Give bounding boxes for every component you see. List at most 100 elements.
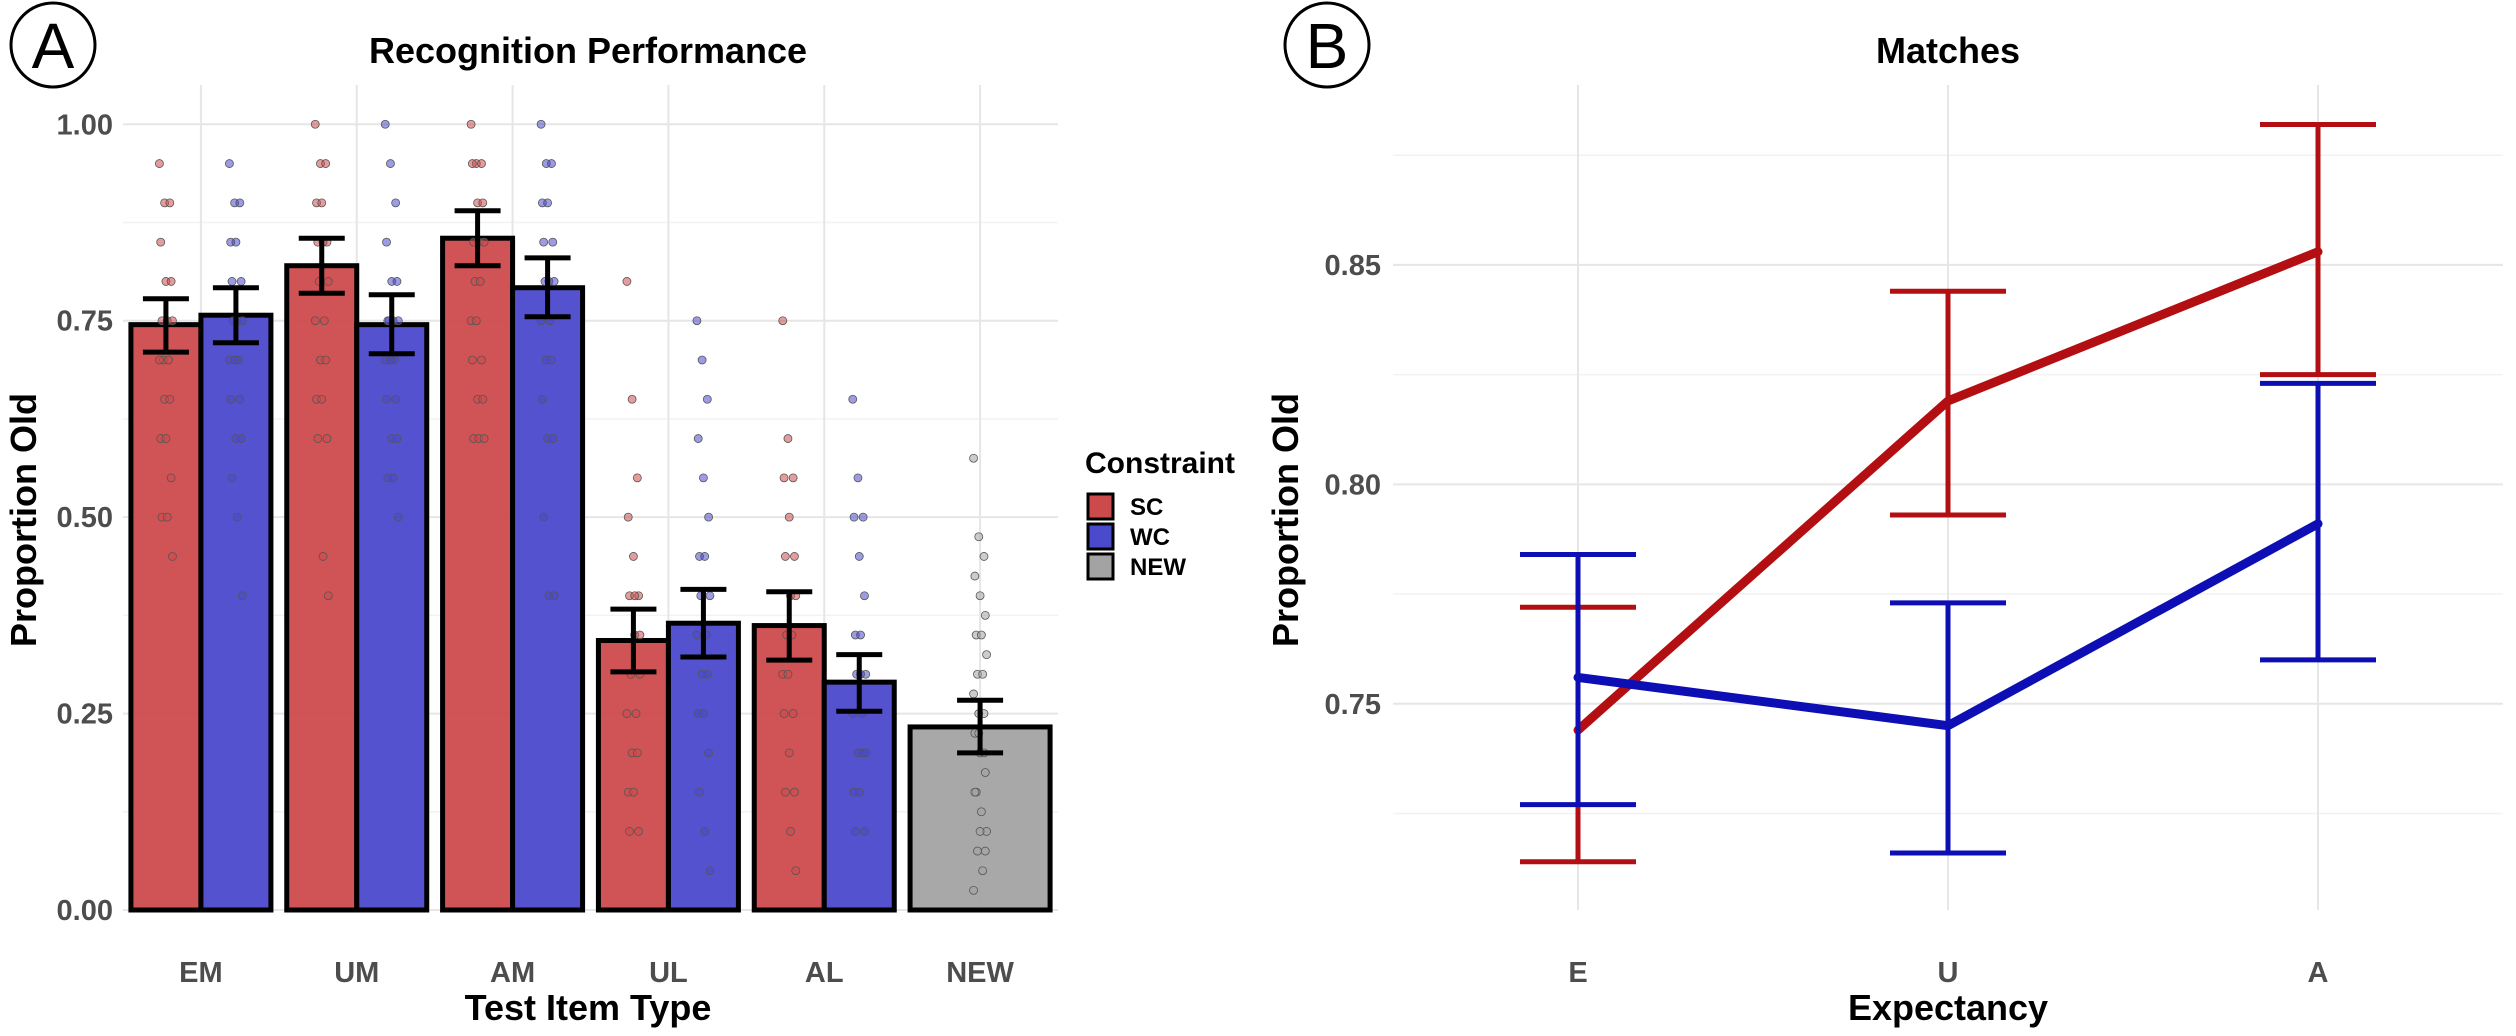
point-sc-um <box>321 355 331 365</box>
panel-a-y-tick-label: 0.00 <box>57 895 113 927</box>
point-new-new <box>980 610 990 620</box>
point-wc-em <box>238 591 247 601</box>
point-sc-am <box>467 355 477 365</box>
point-new-new <box>975 591 985 601</box>
point-wc-ul <box>700 552 710 561</box>
point-new-new <box>970 571 980 581</box>
point-wc-em <box>235 394 245 404</box>
bar-sc-am <box>440 235 516 913</box>
point-sc-al <box>780 552 790 561</box>
point-wc-al <box>861 748 871 758</box>
point-sc-ul <box>622 277 632 286</box>
point-sc-um <box>323 591 333 601</box>
panel-b: 0.75 0.80 0.85 E U A B Matches Expectancy Pr… <box>1265 1 2503 1028</box>
legend-label-sc: SC <box>1130 494 1163 521</box>
point-sc-em <box>168 552 177 561</box>
point-sc-al <box>788 473 798 483</box>
point-new-new <box>973 846 982 856</box>
point-new-new <box>978 866 988 876</box>
point-wc-am <box>549 591 559 601</box>
point-wc-um <box>388 473 398 483</box>
point-sc-am <box>475 277 485 286</box>
line-wc <box>1573 519 2323 731</box>
panel-a-ylabel: Proportion Old <box>3 393 44 647</box>
point-wc-ul <box>693 434 703 443</box>
point-wc-em <box>225 159 234 168</box>
panel-a-x-tick-label: UM <box>334 957 379 989</box>
panel-b-y-tick-label: 0.75 <box>1325 689 1381 721</box>
point-wc-em <box>227 277 237 286</box>
point-sc-am <box>477 159 486 168</box>
point-wc-um <box>391 198 401 208</box>
point-sc-em <box>165 394 175 404</box>
point-wc-ul <box>692 316 702 326</box>
point-new-new <box>979 552 989 561</box>
point-wc-em <box>232 512 242 522</box>
point-sc-um <box>317 198 327 208</box>
point-wc-am <box>547 355 556 365</box>
panel-b-x-tick-label: E <box>1568 957 1587 989</box>
bar-wc-em <box>198 312 274 913</box>
panel-a-x-tick-label: EM <box>179 957 223 989</box>
point-wc-am <box>548 237 558 247</box>
point-wc-al <box>849 512 859 522</box>
point-wc-um <box>392 277 402 286</box>
panel-a-y-tick-label: 0.50 <box>57 502 113 534</box>
point-wc-am <box>539 512 549 522</box>
panel-a-x-tick-label: AM <box>490 957 535 989</box>
point-sc-am <box>479 434 489 443</box>
panel-a-title: Recognition Performance <box>369 30 807 71</box>
legend-swatch-sc <box>1086 492 1115 521</box>
panel-a-y-ticks: 0.00 0.25 0.50 0.75 1.00 <box>57 109 113 927</box>
point-wc-um <box>391 394 401 404</box>
point-wc-um <box>386 159 395 168</box>
series-wc <box>1520 380 2376 856</box>
bar-sc-em <box>128 322 204 913</box>
bar-sc-al <box>751 623 827 913</box>
point-wc-am <box>537 394 547 404</box>
point-sc-al <box>788 709 798 718</box>
point-sc-em <box>166 473 176 483</box>
point-sc-al <box>779 473 789 483</box>
point-new-new <box>976 807 986 817</box>
point-wc-em <box>227 473 237 483</box>
point-new-new <box>980 846 990 856</box>
point-sc-al <box>783 434 793 443</box>
point-wc-em <box>230 355 240 365</box>
point-sc-em <box>168 316 177 326</box>
point-sc-am <box>467 159 477 168</box>
point-sc-um <box>321 159 331 168</box>
point-wc-ul <box>699 473 708 483</box>
panel-b-x-tick-label: U <box>1938 957 1959 989</box>
panel-a-x-tick-label: AL <box>805 957 844 989</box>
point-sc-em <box>161 434 171 443</box>
point-sc-ul <box>625 827 634 836</box>
point-wc-am <box>547 159 556 168</box>
point-wc-ul <box>700 827 710 836</box>
point-wc-am <box>536 119 546 129</box>
point-wc-ul <box>705 866 715 876</box>
point-wc-um <box>386 355 395 365</box>
point-sc-al <box>791 866 801 876</box>
point-wc-al <box>860 827 869 836</box>
legend-label-new: NEW <box>1130 554 1186 581</box>
point-sc-ul <box>630 591 640 601</box>
point-sc-al <box>779 709 789 718</box>
point-wc-um <box>392 434 402 443</box>
point-sc-ul <box>632 473 642 483</box>
point-wc-em <box>226 394 236 404</box>
point-wc-um <box>380 119 390 129</box>
point-new-new <box>980 768 990 777</box>
point-sc-am <box>479 237 489 247</box>
point-wc-em <box>236 277 246 286</box>
point-new-new <box>969 885 978 895</box>
point-sc-am <box>471 316 481 326</box>
panel-b-y-tick-label: 0.80 <box>1325 469 1381 501</box>
point-wc-ul <box>695 787 704 797</box>
point-wc-al <box>848 394 858 404</box>
panel-b-letter: B <box>1306 10 1349 82</box>
point-wc-ul <box>704 748 714 758</box>
series-sc <box>1520 121 2376 865</box>
point-wc-al <box>858 512 868 522</box>
